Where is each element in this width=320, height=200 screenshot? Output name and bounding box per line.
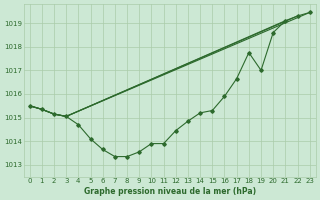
- X-axis label: Graphe pression niveau de la mer (hPa): Graphe pression niveau de la mer (hPa): [84, 187, 256, 196]
